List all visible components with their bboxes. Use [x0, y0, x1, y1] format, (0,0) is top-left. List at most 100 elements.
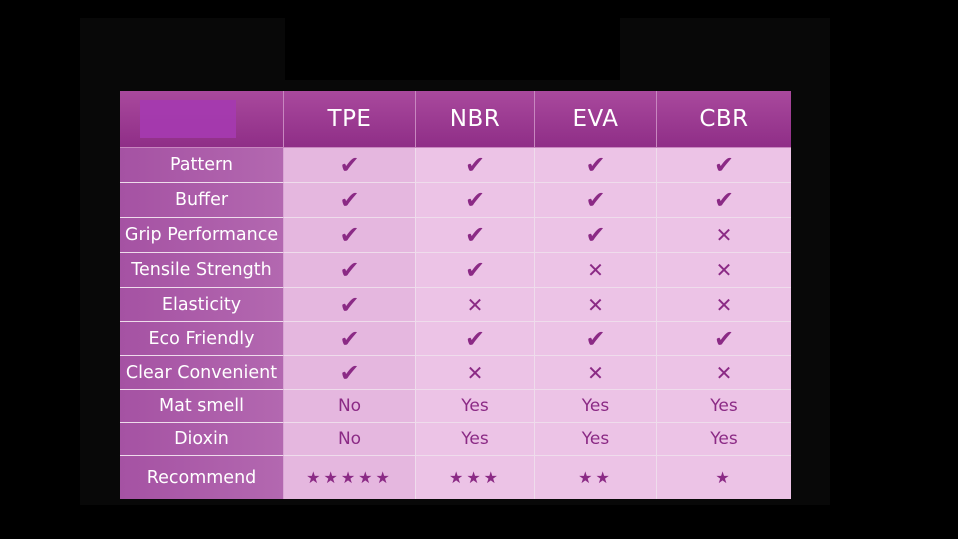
cell-value: Yes — [581, 396, 610, 416]
table-cell: ✔ — [416, 183, 535, 218]
star-icon: ★ — [358, 468, 376, 487]
check-icon: ✔ — [464, 324, 486, 353]
check-icon: ✔ — [585, 221, 606, 249]
cross-icon: ✕ — [715, 292, 733, 317]
cross-icon: ✕ — [715, 258, 733, 282]
row-label: Clear Convenient — [120, 356, 284, 390]
cell-value: Yes — [581, 429, 610, 449]
table-cell: Yes — [416, 390, 535, 423]
header-corner — [120, 91, 284, 148]
row-label: Dioxin — [120, 423, 284, 456]
star-icon: ★ — [715, 468, 733, 487]
row-label: Tensile Strength — [120, 253, 284, 288]
cell-value: Yes — [461, 396, 489, 416]
check-icon: ✔ — [585, 151, 606, 179]
table-cell: ✕ — [657, 356, 791, 390]
cell-value: Yes — [710, 396, 738, 416]
row-label: Eco Friendly — [120, 322, 284, 356]
column-header-tpe: TPE — [284, 91, 416, 148]
check-icon: ✔ — [713, 324, 735, 353]
check-icon: ✔ — [585, 324, 606, 353]
star-icon: ★ — [466, 468, 484, 487]
check-icon: ✔ — [339, 151, 360, 179]
star-icon: ★ — [595, 468, 613, 487]
table-cell: ✔ — [535, 183, 657, 218]
check-icon: ✔ — [585, 186, 606, 214]
table-cell: ★★★ — [416, 456, 535, 499]
table-cell: Yes — [535, 423, 657, 456]
table-cell: ✕ — [657, 253, 791, 288]
check-icon: ✔ — [464, 151, 486, 179]
column-header-cbr: CBR — [657, 91, 791, 148]
table-cell: ✔ — [284, 148, 416, 183]
star-icon: ★ — [306, 468, 324, 487]
check-icon: ✔ — [339, 358, 360, 387]
table-cell: ✕ — [657, 288, 791, 322]
table-cell: ✔ — [535, 148, 657, 183]
table-cell: No — [284, 423, 416, 456]
table-cell: ✔ — [416, 148, 535, 183]
star-icon: ★ — [578, 468, 596, 487]
table-cell: ★ — [657, 456, 791, 499]
cross-icon: ✕ — [466, 292, 484, 317]
column-header-nbr: NBR — [416, 91, 535, 148]
check-icon: ✔ — [713, 186, 735, 214]
check-icon: ✔ — [713, 151, 735, 179]
table-cell: ★★★★★ — [284, 456, 416, 499]
table-cell: ✕ — [657, 218, 791, 253]
table-cell: ✔ — [535, 322, 657, 356]
row-label: Buffer — [120, 183, 284, 218]
table-cell: Yes — [416, 423, 535, 456]
table-cell: ✔ — [416, 322, 535, 356]
table-cell: ✕ — [535, 253, 657, 288]
table-cell: ✔ — [284, 218, 416, 253]
check-icon: ✔ — [339, 186, 360, 214]
star-rating: ★★★ — [449, 468, 501, 487]
table-cell: ✔ — [657, 183, 791, 218]
row-label: Mat smell — [120, 390, 284, 423]
table-cell: ✕ — [535, 288, 657, 322]
column-header-eva: EVA — [535, 91, 657, 148]
star-icon: ★ — [483, 468, 502, 487]
cross-icon: ✕ — [715, 223, 733, 247]
cell-value: No — [337, 429, 362, 449]
table-cell: Yes — [535, 390, 657, 423]
check-icon: ✔ — [464, 221, 486, 249]
star-rating: ★ — [715, 468, 732, 487]
cell-value: Yes — [710, 429, 738, 449]
table-cell: Yes — [657, 423, 791, 456]
table-cell: ✔ — [535, 218, 657, 253]
table-cell: ✔ — [416, 218, 535, 253]
table-cell: ✔ — [657, 322, 791, 356]
cross-icon: ✕ — [587, 258, 604, 282]
table-cell: ✔ — [284, 183, 416, 218]
check-icon: ✔ — [339, 290, 360, 319]
table-cell: ✔ — [284, 253, 416, 288]
table-cell: ✕ — [416, 356, 535, 390]
star-icon: ★ — [448, 468, 467, 487]
table-cell: ✔ — [284, 356, 416, 390]
table-cell: Yes — [657, 390, 791, 423]
row-label: Elasticity — [120, 288, 284, 322]
star-icon: ★ — [375, 468, 393, 487]
cell-value: Yes — [461, 429, 489, 449]
cross-icon: ✕ — [587, 292, 604, 317]
table-cell: ✔ — [416, 253, 535, 288]
star-icon: ★ — [323, 468, 341, 487]
table-cell: No — [284, 390, 416, 423]
star-rating: ★★ — [578, 468, 613, 487]
table-cell: ✕ — [535, 356, 657, 390]
cross-icon: ✕ — [587, 360, 604, 385]
table-cell: ★★ — [535, 456, 657, 499]
table-cell: ✔ — [284, 322, 416, 356]
cell-value: No — [337, 396, 362, 416]
table-cell: ✕ — [416, 288, 535, 322]
table-cell: ✔ — [284, 288, 416, 322]
check-icon: ✔ — [464, 256, 486, 284]
cross-icon: ✕ — [466, 360, 484, 385]
cross-icon: ✕ — [715, 360, 733, 385]
comparison-table: TPE NBR EVA CBR Pattern ✔ ✔ ✔ ✔ Buffer ✔ ✔ ✔ ✔ Gri… — [120, 91, 791, 499]
table-cell: ✔ — [657, 148, 791, 183]
star-rating: ★★★★★ — [306, 468, 393, 487]
row-label: Pattern — [120, 148, 284, 183]
